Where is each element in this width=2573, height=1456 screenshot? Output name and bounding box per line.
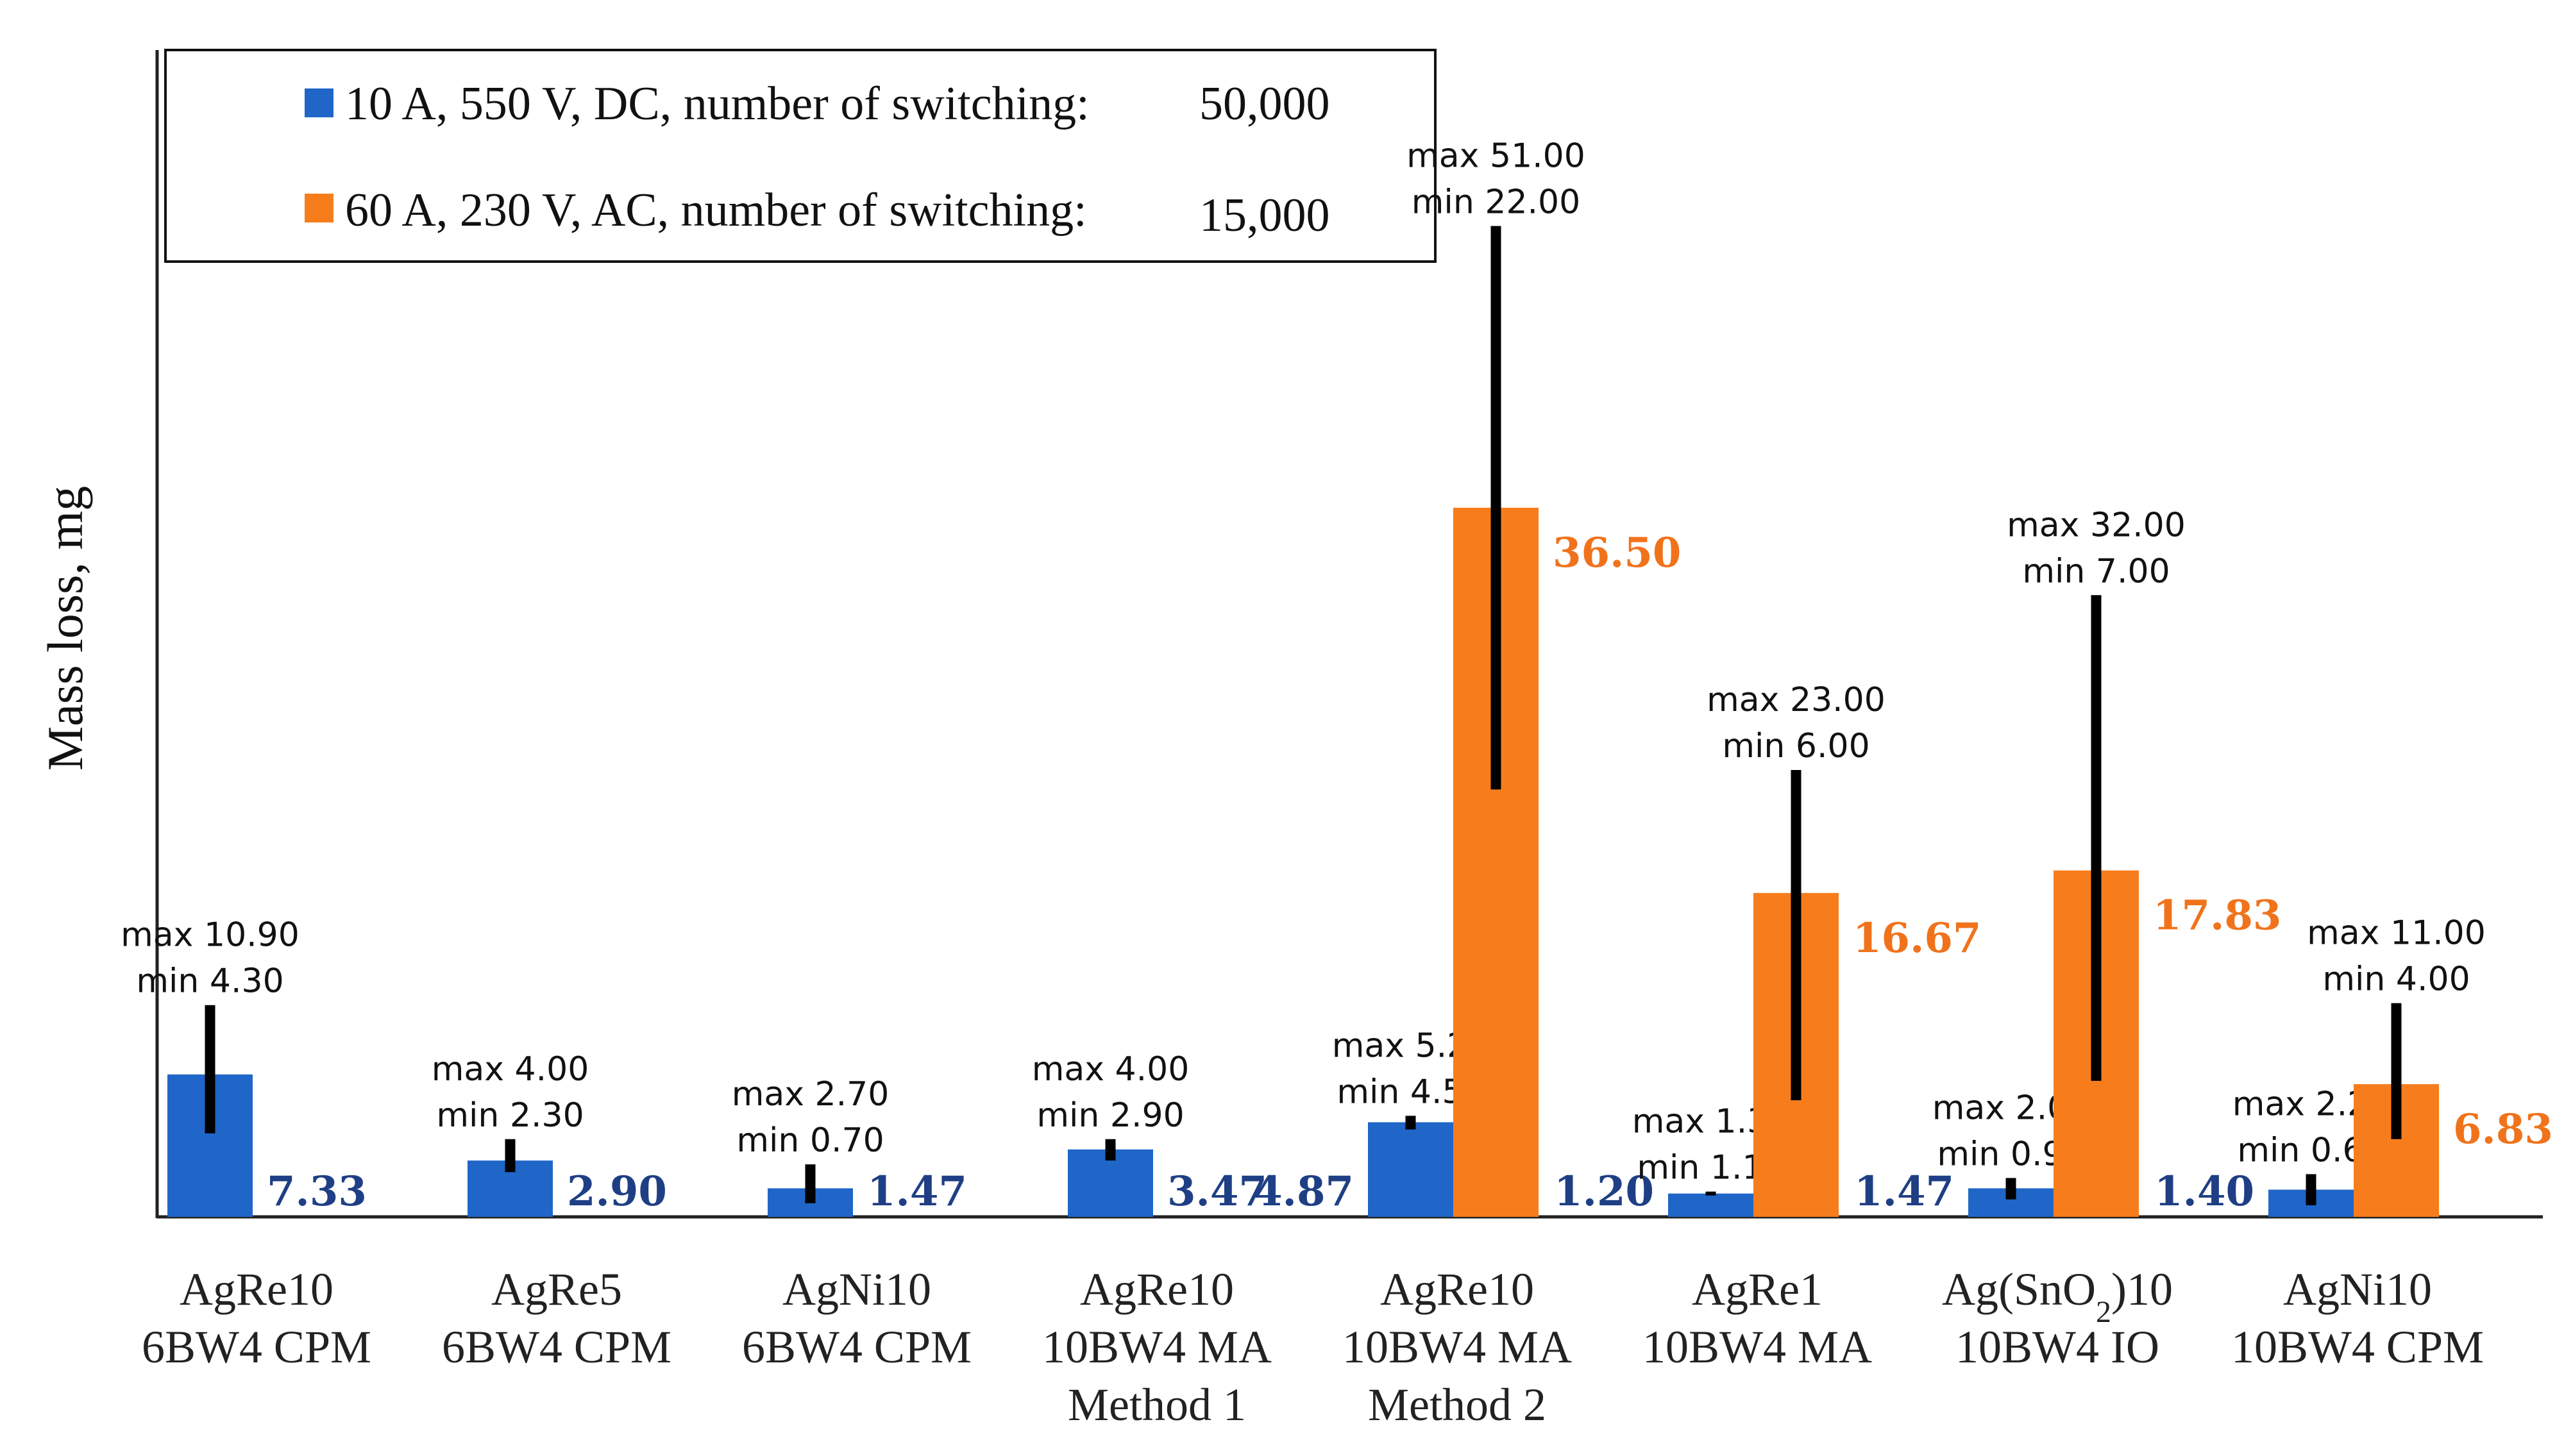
x-tick-sublabel-6: 10BW4 IO [1955,1321,2159,1373]
x-tick-method-3: Method 1 [1068,1379,1246,1430]
x-tick-label-0: AgRe10 [180,1264,333,1315]
x-tick-label-1: AgRe5 [491,1264,622,1315]
x-tick-label-4: AgRe10 [1380,1264,1534,1315]
value-label-ac-5: 16.67 [1853,914,1981,962]
x-tick-label-7: AgNi10 [2283,1264,2432,1315]
legend-swatch-ac [305,194,333,222]
value-label-ac-6: 17.83 [2153,892,2281,940]
value-label-dc-6: 1.47 [1854,1167,1954,1216]
x-tick-sublabel-5: 10BW4 MA [1642,1321,1872,1373]
value-label-dc-0: 7.33 [267,1167,367,1216]
min-label-dc-1: min 2.30 [436,1096,584,1135]
max-label-dc-3: max 4.00 [1032,1050,1190,1089]
value-label-dc-5: 1.20 [1554,1167,1654,1216]
max-label-ac-7: max 11.00 [2307,914,2486,953]
legend-count-dc: 50,000 [1199,78,1330,130]
x-tick-sublabel-2: 6BW4 CPM [742,1321,972,1373]
min-label-ac-4: min 22.00 [1412,183,1580,222]
min-label-dc-0: min 4.30 [136,962,283,1001]
min-label-ac-7: min 4.00 [2322,960,2470,999]
value-label-ac-4: 36.50 [1553,529,1681,577]
min-label-ac-5: min 6.00 [1722,727,1869,766]
value-label-dc-2: 1.47 [867,1167,967,1216]
max-label-dc-1: max 4.00 [432,1050,589,1089]
max-label-dc-0: max 10.90 [121,916,299,955]
value-label-dc-3: 3.47 [1167,1167,1267,1216]
min-label-dc-3: min 2.90 [1036,1096,1184,1135]
bar-dc-4 [1368,1122,1453,1217]
x-tick-label-5: AgRe1 [1692,1264,1823,1315]
value-label-dc-7: 1.40 [2154,1167,2254,1216]
value-label-dc-4: 4.87 [1254,1167,1354,1216]
x-tick-label-6: Ag(SnO2)10 [1942,1264,2173,1329]
x-tick-label-2: AgNi10 [782,1264,931,1315]
x-tick-label-3: AgRe10 [1080,1264,1234,1315]
min-label-dc-2: min 0.70 [736,1121,884,1160]
legend-count-ac: 15,000 [1199,189,1330,242]
legend-box [164,49,1437,263]
x-tick-method-4: Method 2 [1368,1379,1546,1430]
plot-area: 7.33 max 10.90 min 4.30 AgRe10 6BW4 CPM 2.90 m… [121,50,2553,1430]
x-tick-sublabel-3: 10BW4 MA [1042,1321,1272,1373]
x-tick-sublabel-4: 10BW4 MA [1342,1321,1572,1373]
y-axis-label: Mass loss, mg [37,486,93,771]
legend-swatch-dc [305,88,333,117]
bar-dc-3 [1068,1149,1153,1217]
max-label-ac-6: max 32.00 [2007,506,2186,544]
min-label-ac-6: min 7.00 [2022,552,2170,590]
max-label-dc-2: max 2.70 [732,1075,890,1114]
value-label-ac-7: 6.83 [2453,1105,2553,1153]
legend-label-dc: 10 A, 550 V, DC, number of switching: [345,78,1090,130]
legend-label-ac: 60 A, 230 V, AC, number of switching: [345,184,1087,237]
x-tick-sublabel-7: 10BW4 CPM [2231,1321,2484,1373]
x-tick-sublabel-0: 6BW4 CPM [142,1321,371,1373]
max-label-ac-5: max 23.00 [1707,681,1885,719]
value-label-dc-1: 2.90 [567,1167,667,1216]
max-label-ac-4: max 51.00 [1406,137,1585,176]
bar-dc-5 [1668,1193,1753,1217]
legend: 10 A, 550 V, DC, number of switching: 50… [164,49,1437,263]
x-tick-sublabel-1: 6BW4 CPM [442,1321,671,1373]
